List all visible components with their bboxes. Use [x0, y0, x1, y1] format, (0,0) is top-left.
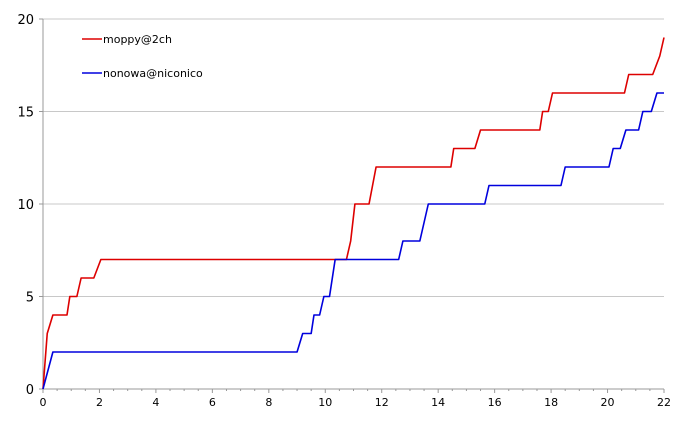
legend-label-0: moppy@2ch	[103, 33, 172, 46]
x-tick-label-1: 2	[96, 396, 103, 409]
x-tick-label-10: 20	[601, 396, 615, 409]
x-tick-label-9: 18	[544, 396, 558, 409]
x-tick-label-3: 6	[209, 396, 216, 409]
legend-label-1: nonowa@niconico	[103, 67, 203, 80]
x-tick-label-11: 22	[657, 396, 671, 409]
x-tick-label-0: 0	[40, 396, 47, 409]
series-line-0	[42, 37, 665, 390]
x-tick-label-8: 16	[488, 396, 502, 409]
x-tick-label-7: 14	[431, 396, 445, 409]
x-tick-label-6: 12	[375, 396, 389, 409]
series-line-1	[42, 92, 664, 390]
axis-layer: 0 5 10 15 20 0 2 4 6 8 10 12 14 16 18 20 22	[17, 13, 671, 409]
x-tick-label-2: 4	[152, 396, 159, 409]
grid-layer	[43, 18, 664, 297]
legend: moppy@2ch nonowa@niconico	[82, 33, 203, 80]
y-tick-label-4: 20	[17, 13, 34, 28]
x-tick-label-4: 8	[265, 396, 272, 409]
y-tick-label-3: 15	[17, 106, 34, 121]
y-tick-label-0: 0	[26, 383, 34, 398]
y-tick-label-2: 10	[17, 198, 34, 213]
x-tick-label-5: 10	[318, 396, 332, 409]
y-tick-label-1: 5	[26, 291, 34, 306]
series-layer	[42, 37, 665, 390]
